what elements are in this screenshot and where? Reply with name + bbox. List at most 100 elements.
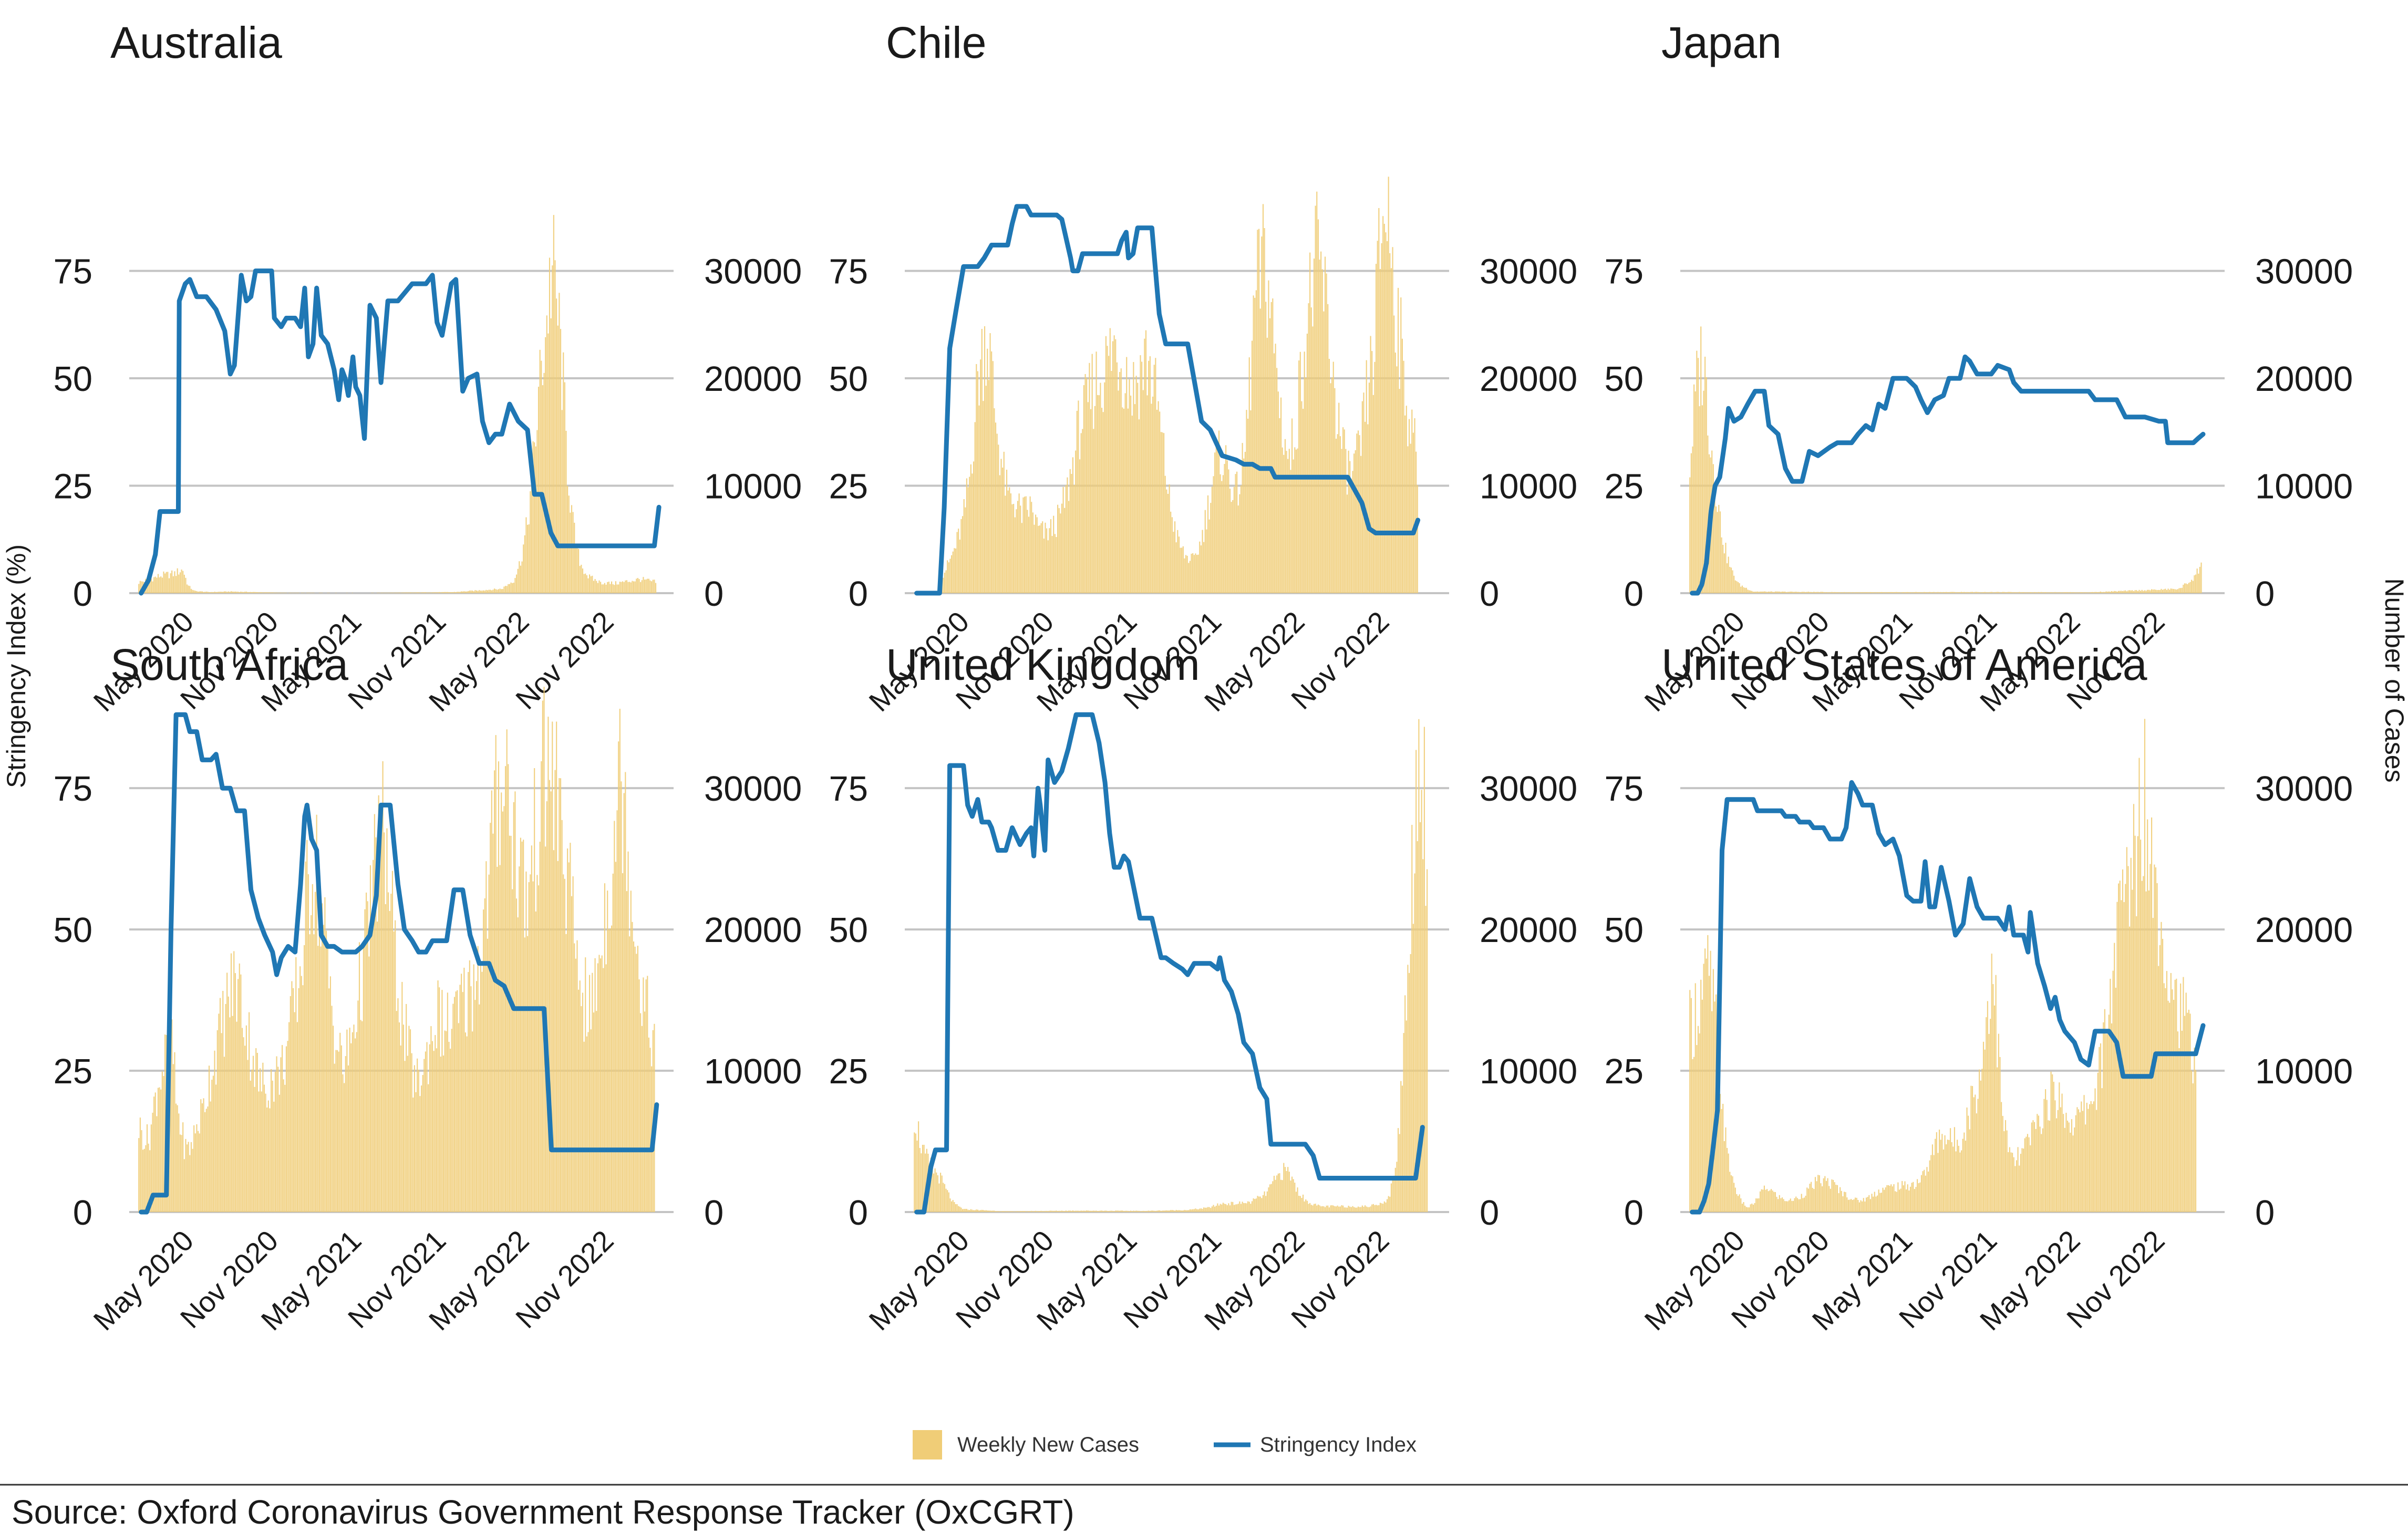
cases-bar	[498, 761, 500, 1212]
cases-bar	[959, 540, 960, 593]
cases-bar	[2044, 1089, 2047, 1212]
cases-bar	[1722, 1103, 1724, 1212]
cases-bar	[1134, 404, 1136, 593]
cases-bar	[201, 591, 203, 593]
cases-bar	[2063, 592, 2064, 593]
cases-bar	[1050, 519, 1052, 593]
cases-bar	[958, 1206, 959, 1212]
cases-bar	[1042, 1211, 1043, 1212]
cases-bar	[1357, 1206, 1359, 1212]
cases-bar	[2189, 582, 2191, 593]
cases-bar	[1975, 592, 1976, 593]
cases-bar	[2042, 1128, 2043, 1212]
cases-bar	[1268, 1187, 1269, 1212]
cases-bar	[1887, 1185, 1889, 1212]
y-left-tick: 50	[53, 359, 92, 399]
cases-bar	[2194, 1048, 2195, 1212]
cases-bar	[426, 1042, 428, 1212]
cases-bar	[1754, 592, 1755, 593]
cases-bar	[340, 1045, 342, 1212]
cases-bar	[1960, 1150, 1962, 1212]
cases-bar	[153, 577, 155, 593]
cases-bar	[1334, 1206, 1336, 1212]
cases-bar	[474, 590, 476, 593]
cases-bar	[1758, 1198, 1760, 1212]
cases-bar	[1893, 592, 1895, 593]
cases-bar	[271, 1069, 272, 1212]
cases-bar	[1410, 954, 1411, 1212]
cases-bar	[629, 582, 631, 593]
cases-bar	[1107, 346, 1108, 593]
cases-bar	[1310, 307, 1312, 593]
cases-bar	[1144, 1210, 1145, 1212]
cases-bar	[2138, 589, 2140, 593]
cases-bar	[1942, 1149, 1945, 1212]
cases-bar	[1417, 841, 1418, 1212]
cases-bar	[1353, 1207, 1355, 1212]
cases-bar	[1897, 1182, 1899, 1212]
cases-bar	[1781, 1197, 1783, 1212]
cases-bar	[2100, 592, 2102, 593]
cases-bar	[1938, 592, 1940, 593]
cases-bar	[425, 592, 426, 593]
cases-bar	[1202, 530, 1203, 593]
cases-bar	[243, 1037, 244, 1212]
cases-bar	[1350, 478, 1352, 593]
cases-bar	[1944, 1135, 1946, 1212]
cases-bar	[1266, 337, 1268, 593]
cases-bar	[1955, 592, 1957, 593]
cases-bar	[1741, 1204, 1743, 1212]
cases-bar	[344, 1083, 345, 1212]
cases-bar	[1131, 1211, 1133, 1212]
cases-bar	[1784, 592, 1786, 593]
cases-bar	[1242, 1202, 1243, 1212]
y-right-tick: 0	[704, 1193, 724, 1233]
cases-bar	[2020, 1154, 2021, 1212]
cases-bar	[1408, 972, 1410, 1212]
cases-bar	[2061, 1093, 2063, 1212]
cases-bar	[2079, 592, 2081, 593]
cases-bar	[2021, 592, 2023, 593]
cases-bar	[1166, 1210, 1167, 1212]
cases-bar	[1345, 1207, 1347, 1212]
cases-bar	[1265, 1196, 1267, 1212]
cases-bar	[1896, 1192, 1897, 1212]
cases-bar	[447, 992, 448, 1212]
cases-bar	[236, 592, 237, 593]
cases-bar	[1295, 1192, 1297, 1212]
cases-bar	[576, 546, 578, 593]
cases-bar	[157, 574, 159, 593]
cases-bar	[1701, 405, 1703, 593]
cases-bar	[1385, 1202, 1387, 1212]
cases-bar	[446, 1031, 447, 1212]
cases-bar	[2119, 591, 2121, 593]
cases-bar	[269, 592, 271, 593]
cases-bar	[2152, 589, 2154, 593]
cases-bar	[314, 892, 316, 1212]
cases-bar	[177, 1105, 178, 1212]
cases-bar	[1027, 510, 1028, 593]
cases-bar	[178, 1113, 180, 1212]
cases-bar	[1034, 524, 1035, 593]
cases-bar	[1294, 447, 1296, 593]
cases-bar	[1823, 1178, 1824, 1212]
cases-bar	[277, 1067, 279, 1212]
cases-bar	[2086, 592, 2087, 593]
cases-bar	[557, 325, 559, 593]
cases-bar	[2071, 1119, 2072, 1212]
cases-bar	[380, 809, 383, 1212]
cases-bar	[1723, 1141, 1725, 1212]
cases-bar	[1071, 1210, 1072, 1212]
cases-bar	[992, 361, 994, 593]
cases-bar	[1013, 504, 1015, 593]
cases-bar	[1393, 315, 1395, 593]
cases-bar	[1987, 1001, 1988, 1212]
cases-bar	[1365, 1205, 1366, 1212]
cases-bar	[547, 333, 549, 593]
cases-bar	[959, 1206, 960, 1212]
y-left-tick: 25	[829, 1052, 868, 1091]
cases-bar	[183, 574, 185, 593]
cases-bar	[1403, 1033, 1404, 1212]
cases-bar	[520, 837, 521, 1212]
cases-bar	[1193, 1209, 1195, 1212]
